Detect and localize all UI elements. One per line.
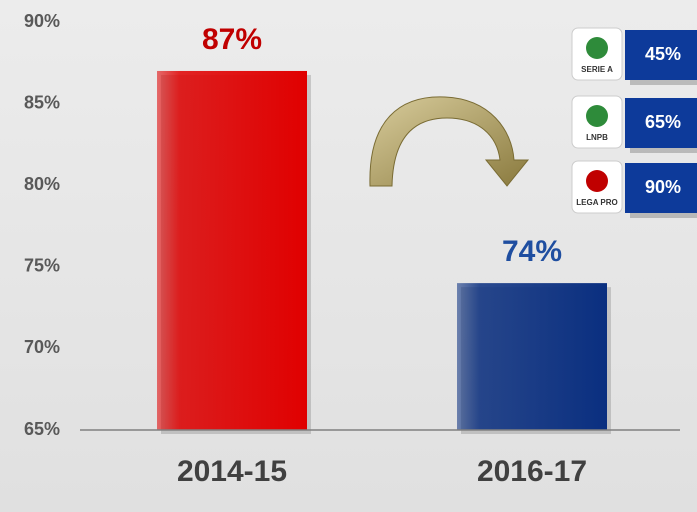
logo-emblem xyxy=(586,170,608,192)
logo-text: SERIE A xyxy=(581,65,613,74)
y-tick-label: 80% xyxy=(24,174,60,194)
x-tick-label: 2016-17 xyxy=(477,455,587,488)
y-tick-label: 65% xyxy=(24,419,60,439)
y-tick-label: 75% xyxy=(24,256,60,276)
logo-emblem xyxy=(586,105,608,127)
value-panel xyxy=(625,30,697,80)
x-tick-label: 2014-15 xyxy=(177,455,287,488)
logo-text: LEGA PRO xyxy=(576,198,617,207)
value-label: 87% xyxy=(202,23,262,56)
logo-emblem xyxy=(586,37,608,59)
league-value: 45% xyxy=(645,44,681,64)
bar xyxy=(157,70,307,431)
league-value: 65% xyxy=(645,112,681,132)
value-label: 74% xyxy=(502,235,562,268)
value-panel xyxy=(625,98,697,148)
y-tick-label: 90% xyxy=(24,11,60,31)
value-panel xyxy=(625,163,697,213)
y-tick-label: 70% xyxy=(24,337,60,357)
bar xyxy=(457,283,607,430)
league-value: 90% xyxy=(645,177,681,197)
logo-text: LNPB xyxy=(586,133,608,142)
arrow xyxy=(369,96,530,187)
plot xyxy=(157,70,611,435)
y-tick-label: 85% xyxy=(24,92,60,112)
